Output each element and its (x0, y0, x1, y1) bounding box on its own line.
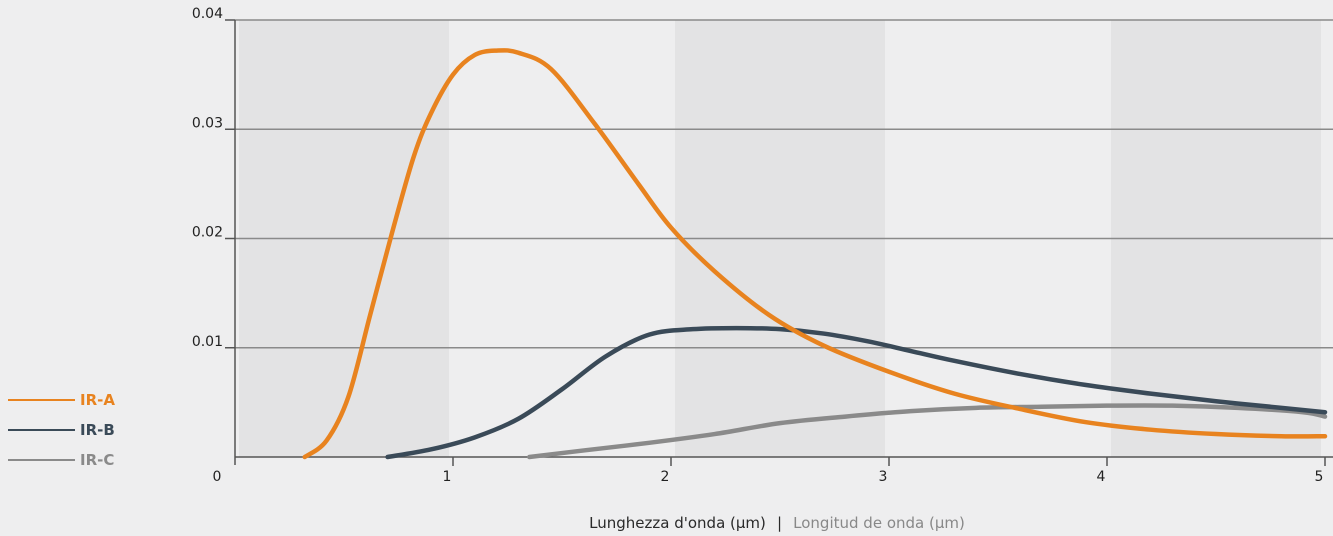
x-axis-label-separator: | (777, 514, 782, 532)
x-tick-label-2: 2 (661, 469, 670, 485)
x-tick-label-3: 3 (879, 469, 888, 485)
series-lines (302, 48, 1328, 460)
y-tick-label-2: 0.03 (192, 115, 223, 131)
axes: 0.01 0.02 0.03 0.04 0 1 2 3 4 5 (192, 6, 1333, 485)
x-axis-label: Lunghezza d'onda (µm) | Longitud de onda… (589, 513, 965, 532)
x-axis-label-primary: Lunghezza d'onda (µm) (589, 514, 766, 532)
legend-label-ir-c: IR-C (80, 451, 114, 469)
x-tick-label-0: 0 (213, 469, 222, 485)
y-tick-label-1: 0.02 (192, 225, 223, 241)
x-tick-label-5: 5 (1315, 469, 1324, 485)
series-line-ir-a (302, 48, 1328, 460)
x-tick-label-4: 4 (1097, 469, 1106, 485)
series-line-ir-c (527, 403, 1328, 460)
y-tick-label-3: 0.04 (192, 6, 223, 22)
y-tick-label-0: 0.01 (192, 334, 223, 350)
legend-label-ir-b: IR-B (80, 421, 115, 439)
legend: IR-A IR-B IR-C (8, 391, 115, 469)
x-axis-label-secondary: Longitud de onda (µm) (793, 514, 965, 532)
grid-lines (235, 19, 1333, 349)
x-tick-label-1: 1 (443, 469, 452, 485)
series-line-ir-b (385, 325, 1328, 460)
legend-label-ir-a: IR-A (80, 391, 115, 409)
